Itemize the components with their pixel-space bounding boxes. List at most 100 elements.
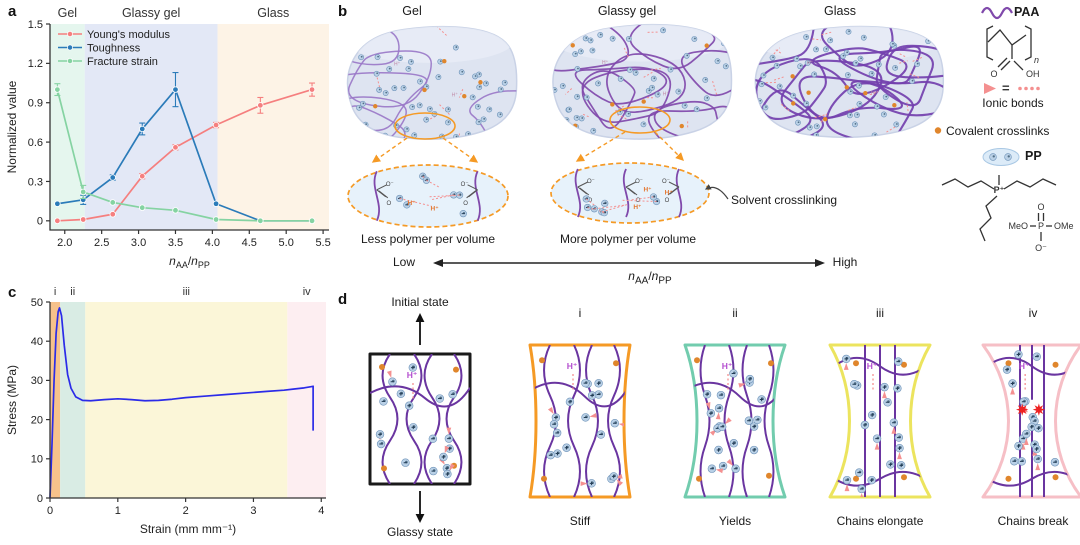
svg-text:O⁻: O⁻ xyxy=(635,179,643,185)
svg-text:0.3: 0.3 xyxy=(28,176,43,188)
b-axis-ratio-label: nAA/nPP xyxy=(628,269,672,287)
svg-text:H⁺: H⁺ xyxy=(643,187,651,194)
d-stage-ii-title: ii xyxy=(732,306,738,320)
panel-a-label: a xyxy=(8,3,17,20)
svg-text:H⁺: H⁺ xyxy=(867,361,878,371)
svg-text:Glass: Glass xyxy=(257,6,289,20)
svg-text:O: O xyxy=(386,201,391,207)
svg-text:ii: ii xyxy=(70,286,75,298)
svg-text:3.5: 3.5 xyxy=(168,237,183,249)
svg-text:Toughness: Toughness xyxy=(87,42,141,54)
svg-text:Young's modulus: Young's modulus xyxy=(87,29,171,41)
svg-text:H⁺: H⁺ xyxy=(871,91,878,97)
svg-text:1.5: 1.5 xyxy=(28,19,43,31)
legend-covalent-label: Covalent crosslinks xyxy=(946,124,1050,138)
svg-text:H⁺: H⁺ xyxy=(394,61,401,67)
b-high-label: High xyxy=(832,255,858,269)
d-stage-i-title: i xyxy=(578,306,582,320)
svg-text:H⁺: H⁺ xyxy=(807,61,814,67)
svg-text:40: 40 xyxy=(31,336,43,348)
svg-text:1.2: 1.2 xyxy=(28,58,43,70)
svg-text:0.9: 0.9 xyxy=(28,98,43,110)
svg-text:5.0: 5.0 xyxy=(279,237,294,249)
svg-text:1: 1 xyxy=(115,505,121,517)
svg-text:P: P xyxy=(1038,221,1044,231)
svg-text:H⁺: H⁺ xyxy=(665,190,673,197)
svg-text:H⁺: H⁺ xyxy=(663,92,670,98)
svg-text:2.0: 2.0 xyxy=(57,237,72,249)
svg-text:H⁺: H⁺ xyxy=(567,361,578,371)
d-stage-i-shape: H⁺ xyxy=(528,343,632,499)
svg-text:O: O xyxy=(990,69,997,79)
svg-text:Stress (MPa): Stress (MPa) xyxy=(5,365,19,435)
b-block-label-gel: Gel xyxy=(402,4,422,18)
svg-text:Glassy gel: Glassy gel xyxy=(122,6,180,20)
svg-text:P⁺: P⁺ xyxy=(994,185,1005,195)
svg-text:H⁺: H⁺ xyxy=(408,200,416,207)
legend-chemistry-art: n O OH = P⁺ MeO P OMe O O⁻ xyxy=(934,6,1074,253)
svg-text:3: 3 xyxy=(250,505,256,517)
svg-text:OMe: OMe xyxy=(1054,221,1074,231)
svg-text:Gel: Gel xyxy=(58,6,77,20)
svg-text:Normalized value: Normalized value xyxy=(5,80,19,173)
d-stage-ii-caption: Yields xyxy=(718,514,752,528)
panel-c-label: c xyxy=(8,284,17,301)
svg-text:3.0: 3.0 xyxy=(131,237,146,249)
svg-text:O⁻: O⁻ xyxy=(662,179,670,185)
svg-text:nAA/nPP: nAA/nPP xyxy=(169,254,210,270)
d-stage-iii-caption: Chains elongate xyxy=(836,514,924,528)
svg-text:H⁺: H⁺ xyxy=(452,92,459,98)
svg-text:10: 10 xyxy=(31,454,43,466)
svg-text:Fracture strain: Fracture strain xyxy=(87,56,158,68)
legend-paa-label: PAA xyxy=(1014,5,1040,19)
svg-text:30: 30 xyxy=(31,375,43,387)
svg-text:4.5: 4.5 xyxy=(242,237,257,249)
b-caption-less-polymer: Less polymer per volume xyxy=(360,232,496,246)
svg-text:2: 2 xyxy=(183,505,189,517)
svg-text:O: O xyxy=(463,201,468,207)
svg-text:H⁺: H⁺ xyxy=(633,204,641,211)
panel-d-label: d xyxy=(338,291,348,308)
svg-text:O⁻: O⁻ xyxy=(1035,243,1047,253)
d-stage-initial-shape: H⁺ xyxy=(368,352,472,486)
svg-text:Strain (mm mm⁻¹): Strain (mm mm⁻¹) xyxy=(140,522,236,536)
svg-text:O⁻: O⁻ xyxy=(587,179,595,185)
svg-text:iii: iii xyxy=(183,286,190,298)
svg-text:H⁺: H⁺ xyxy=(722,361,733,371)
d-stage-initial-title: Initial state xyxy=(391,295,449,309)
svg-text:5.5: 5.5 xyxy=(315,237,330,249)
d-stage-iii-title: iii xyxy=(876,306,884,320)
d-stage-initial-caption: Glassy state xyxy=(386,525,454,539)
d-stage-iii-shape: H⁺ xyxy=(828,343,932,499)
svg-text:H⁺: H⁺ xyxy=(602,60,609,66)
d-tension-down-arrow xyxy=(415,491,425,523)
svg-text:50: 50 xyxy=(31,297,43,309)
b-solvent-crosslinking-label: Solvent crosslinking xyxy=(731,193,838,207)
svg-text:O: O xyxy=(636,198,641,204)
b-block-label-glass: Glass xyxy=(824,4,856,18)
legend-ionic-bonds-label: Ionic bonds xyxy=(982,96,1044,110)
legend-pp-label: PP xyxy=(1025,149,1042,163)
svg-text:n: n xyxy=(1034,55,1039,65)
d-stage-i-caption: Stiff xyxy=(569,514,591,528)
svg-text:O: O xyxy=(588,198,593,204)
svg-text:0: 0 xyxy=(37,493,43,505)
b-caption-more-polymer: More polymer per volume xyxy=(559,232,697,246)
svg-text:0.6: 0.6 xyxy=(28,137,43,149)
panel-a-chart: Gel Glassy gel Glass 0 0.3 0.6 0.9 1.2 1.5 2.0 2.5… xyxy=(5,6,331,270)
d-stage-iv-caption: Chains break xyxy=(997,514,1069,528)
d-stage-iv-title: iv xyxy=(1028,306,1038,320)
b-block-label-glassy-gel: Glassy gel xyxy=(597,4,657,18)
svg-text:2.5: 2.5 xyxy=(94,237,109,249)
svg-text:=: = xyxy=(1002,81,1010,96)
svg-text:O⁻: O⁻ xyxy=(461,182,469,188)
d-stage-ii-shape: H⁺ xyxy=(683,343,787,499)
svg-text:MeO: MeO xyxy=(1008,221,1028,231)
svg-text:O: O xyxy=(665,198,670,204)
svg-text:O⁻: O⁻ xyxy=(386,182,394,188)
svg-text:O: O xyxy=(1037,202,1044,212)
panel-b-label: b xyxy=(338,3,348,20)
panel-b-illustration: H⁺H⁺H⁺H⁺H⁺H⁺O⁻OO⁻OH⁺H⁺O⁻OO⁻OO⁻OH⁺H⁺H⁺ xyxy=(346,23,945,267)
svg-text:H⁺: H⁺ xyxy=(431,205,439,212)
